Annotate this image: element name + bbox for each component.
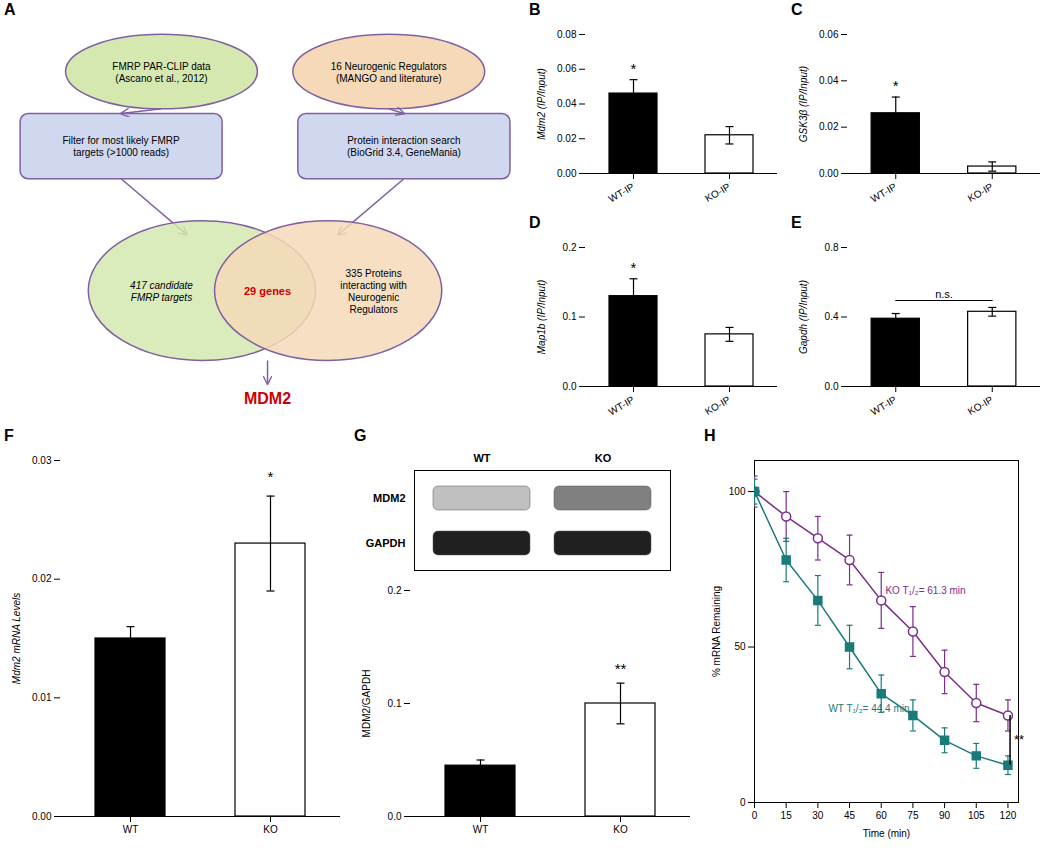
svg-text:417 candidateFMRP targets: 417 candidateFMRP targets: [130, 279, 193, 302]
svg-text:WT: WT: [473, 824, 489, 835]
svg-text:*: *: [893, 77, 899, 94]
svg-text:0.04: 0.04: [819, 75, 839, 86]
svg-text:50: 50: [734, 641, 746, 652]
svg-text:0.00: 0.00: [32, 811, 52, 822]
svg-text:WT: WT: [123, 824, 139, 835]
svg-text:0.0: 0.0: [825, 381, 839, 392]
svg-text:KO-IP: KO-IP: [966, 394, 995, 417]
svg-text:30: 30: [812, 810, 824, 821]
svg-text:KO-IP: KO-IP: [966, 181, 995, 204]
svg-text:WT-IP: WT-IP: [869, 394, 899, 418]
svg-text:n.s.: n.s.: [935, 288, 953, 300]
svg-text:**: **: [1014, 732, 1024, 747]
svg-text:Map1b (IP/Input): Map1b (IP/Input): [536, 280, 547, 354]
html-text:G: G: [354, 427, 367, 444]
svg-text:Time (min): Time (min): [863, 828, 910, 839]
svg-text:0: 0: [740, 797, 746, 808]
svg-text:WT: WT: [473, 452, 490, 464]
svg-text:0.06: 0.06: [557, 63, 577, 74]
svg-text:0.0: 0.0: [388, 811, 402, 822]
svg-text:*: *: [268, 468, 274, 485]
svg-text:WT T₁/₂= 44.4 min: WT T₁/₂= 44.4 min: [828, 703, 909, 714]
svg-text:0.02: 0.02: [557, 133, 577, 144]
svg-text:Gapdh (IP/Input): Gapdh (IP/Input): [798, 280, 809, 354]
svg-text:0.08: 0.08: [557, 29, 577, 40]
svg-text:GSK3β (IP/Input): GSK3β (IP/Input): [798, 66, 809, 142]
svg-text:105: 105: [968, 810, 985, 821]
svg-text:KO: KO: [595, 452, 612, 464]
svg-text:75: 75: [907, 810, 919, 821]
svg-text:0.06: 0.06: [819, 29, 839, 40]
html-text:C: C: [791, 1, 803, 18]
svg-text:100: 100: [729, 486, 746, 497]
svg-text:MDM2/GAPDH: MDM2/GAPDH: [361, 670, 372, 738]
svg-text:120: 120: [1000, 810, 1017, 821]
svg-text:0.02: 0.02: [32, 573, 52, 584]
html-text:H: H: [704, 427, 716, 444]
svg-text:KO: KO: [613, 824, 628, 835]
svg-text:0.0: 0.0: [563, 381, 577, 392]
svg-text:Mdm2 mRNA Levels: Mdm2 mRNA Levels: [11, 593, 22, 684]
svg-text:90: 90: [939, 810, 951, 821]
svg-text:0.2: 0.2: [563, 242, 577, 253]
svg-text:0.4: 0.4: [825, 311, 839, 322]
svg-text:0.04: 0.04: [557, 98, 577, 109]
svg-text:0.2: 0.2: [388, 585, 402, 596]
svg-text:GAPDH: GAPDH: [366, 537, 406, 549]
html-text:A: A: [4, 1, 16, 18]
svg-text:**: **: [615, 660, 627, 677]
svg-text:0.8: 0.8: [825, 242, 839, 253]
svg-text:MDM2: MDM2: [244, 389, 291, 406]
svg-text:KO T₁/₂= 61.3 min: KO T₁/₂= 61.3 min: [885, 585, 965, 596]
svg-text:WT-IP: WT-IP: [607, 394, 637, 418]
svg-text:% mRNA Remaining: % mRNA Remaining: [711, 586, 722, 677]
svg-text:KO-IP: KO-IP: [703, 181, 732, 204]
svg-text:45: 45: [844, 810, 856, 821]
svg-text:15: 15: [781, 810, 793, 821]
svg-text:0.00: 0.00: [819, 168, 839, 179]
svg-text:FMRP PAR-CLIP data(Ascano et a: FMRP PAR-CLIP data(Ascano et al., 2012): [112, 60, 211, 83]
svg-text:0.01: 0.01: [32, 692, 52, 703]
svg-text:WT-IP: WT-IP: [607, 181, 637, 205]
svg-text:Protein interaction search(Bio: Protein interaction search(BioGrid 3.4, …: [347, 135, 461, 158]
svg-text:Mdm2 (IP/Input): Mdm2 (IP/Input): [536, 68, 547, 140]
svg-text:16 Neurogenic Regulators(MANGO: 16 Neurogenic Regulators(MANGO and liter…: [331, 60, 447, 83]
svg-text:29 genes: 29 genes: [244, 285, 291, 297]
svg-text:*: *: [631, 60, 637, 77]
svg-text:0: 0: [752, 810, 758, 821]
html-text:F: F: [4, 427, 14, 444]
svg-text:KO: KO: [263, 824, 278, 835]
svg-text:0.03: 0.03: [32, 455, 52, 466]
svg-text:Filter for most likely FMRPtar: Filter for most likely FMRPtargets (>100…: [62, 135, 180, 158]
html-text:D: D: [529, 214, 541, 231]
html-text:B: B: [529, 1, 541, 18]
html-text:E: E: [791, 214, 802, 231]
svg-text:*: *: [631, 259, 637, 276]
svg-text:WT-IP: WT-IP: [869, 181, 899, 205]
svg-text:335 Proteinsinteracting withNe: 335 Proteinsinteracting withNeurogenicRe…: [340, 267, 407, 314]
svg-text:0.02: 0.02: [819, 121, 839, 132]
svg-text:KO-IP: KO-IP: [703, 394, 732, 417]
svg-text:0.00: 0.00: [557, 168, 577, 179]
svg-text:MDM2: MDM2: [373, 492, 405, 504]
svg-text:0.1: 0.1: [563, 311, 577, 322]
svg-text:60: 60: [876, 810, 888, 821]
svg-text:0.1: 0.1: [388, 698, 402, 709]
